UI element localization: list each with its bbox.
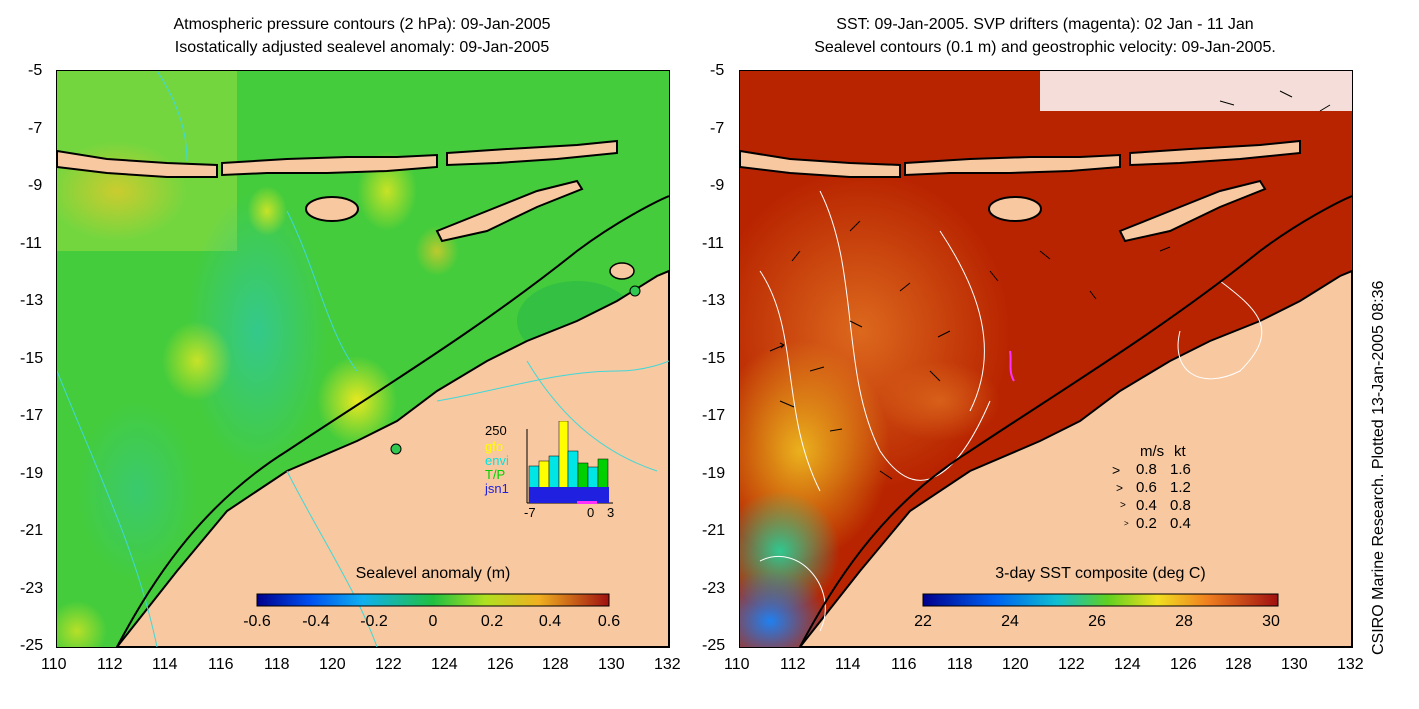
lon-tick: 112 <box>97 656 123 673</box>
lon-tick: 110 <box>41 656 67 673</box>
velocity-key: m/s kt > 0.8 1.6 > 0.6 1.2 > 0.4 0.8 > 0… <box>1112 443 1191 532</box>
lon-tick: 118 <box>264 656 290 673</box>
colorbar-tick: 0.2 <box>480 613 504 630</box>
lat-tick: -5 <box>28 62 43 79</box>
inset-xtick: 3 <box>607 505 615 520</box>
lat-tick: -11 <box>20 235 42 252</box>
right-title-line2: Sealevel contours (0.1 m) and geostrophi… <box>814 39 1276 56</box>
lon-tick: 116 <box>208 656 234 673</box>
lat-tick: -13 <box>20 292 44 309</box>
lat-tick: -17 <box>702 407 726 424</box>
velocity-arrows <box>769 90 1331 480</box>
lon-tick: 114 <box>152 656 178 673</box>
right-title-line1: SST: 09-Jan-2005. SVP drifters (magenta)… <box>836 16 1254 33</box>
lon-tick: 118 <box>947 656 973 673</box>
lat-tick: -9 <box>28 177 43 194</box>
lat-tick: -17 <box>20 407 44 424</box>
inset-xtick: -7 <box>524 505 536 520</box>
colorbar-tick: 28 <box>1175 613 1193 630</box>
lat-tick: -21 <box>702 522 726 539</box>
lon-tick: 114 <box>835 656 861 673</box>
lat-tick: -15 <box>20 350 44 367</box>
colorbar-tick: 0 <box>428 613 438 630</box>
lon-tick: 128 <box>542 656 569 673</box>
right-map-frame <box>739 70 1353 648</box>
inset-legend-tp: T/P <box>485 467 506 482</box>
lon-tick: 132 <box>654 656 681 673</box>
lat-tick: -23 <box>702 580 726 597</box>
lon-tick: 122 <box>1058 656 1085 673</box>
velocity-key-kt: 1.6 <box>1170 461 1191 478</box>
lon-tick: 110 <box>724 656 750 673</box>
lon-tick: 120 <box>1002 656 1029 673</box>
lat-tick: -23 <box>20 580 44 597</box>
lat-tick: -13 <box>702 292 726 309</box>
lon-tick: 112 <box>780 656 806 673</box>
sst-colorbar-label: 3-day SST composite (deg C) <box>995 565 1206 582</box>
colorbar-tick: 0.4 <box>538 613 562 630</box>
credit-text: CSIRO Marine Research. Plotted 13-Jan-20… <box>1370 280 1387 655</box>
colorbar-tick: 24 <box>1001 613 1019 630</box>
lon-tick: 116 <box>891 656 917 673</box>
lat-tick: -9 <box>710 177 725 194</box>
altimeter-inset: 250 gfo envi T/P jsn1 -7 0 3 <box>477 421 617 521</box>
left-title-line2: Isostatically adjusted sealevel anomaly:… <box>174 39 550 56</box>
lon-tick: 130 <box>598 656 625 673</box>
lat-tick: -7 <box>28 120 43 137</box>
inset-ymax-label: 250 <box>485 423 507 438</box>
lat-tick: -25 <box>702 637 726 654</box>
colorbar-tick: -0.6 <box>243 613 271 630</box>
colorbar-tick: 26 <box>1088 613 1106 630</box>
velocity-key-ms: 0.4 <box>1136 497 1157 514</box>
velocity-key-ms-header: m/s <box>1140 443 1165 460</box>
left-title-line1: Atmospheric pressure contours (2 hPa): 0… <box>173 16 551 33</box>
colorbar-tick: 22 <box>914 613 932 630</box>
inset-xtick: 0 <box>587 505 595 520</box>
sst-colorbar-ticks: 22 24 26 28 30 <box>903 613 1303 633</box>
velocity-key-kt: 0.4 <box>1170 515 1191 532</box>
velocity-key-kt: 0.8 <box>1170 497 1191 514</box>
lon-tick: 120 <box>319 656 346 673</box>
lon-tick: 124 <box>1114 656 1141 673</box>
colorbar-tick: 0.6 <box>597 613 621 630</box>
inset-legend-gfo: gfo <box>485 439 504 454</box>
velocity-key-kt: 1.2 <box>1170 479 1191 496</box>
sealevel-anomaly-map: Sealevel anomaly (m) -0.6 -0.4 -0.2 0 0.… <box>57 71 669 647</box>
lat-tick: -15 <box>702 350 726 367</box>
lon-tick: 124 <box>431 656 458 673</box>
lat-tick: -5 <box>710 62 725 79</box>
sst-colorbar <box>922 593 1279 607</box>
colorbar-tick: -0.4 <box>302 613 330 630</box>
velocity-key-ms: 0.2 <box>1136 515 1157 532</box>
lon-tick: 122 <box>375 656 402 673</box>
sealevel-colorbar <box>256 593 610 607</box>
lat-tick: -19 <box>20 465 44 482</box>
velocity-key-kt-header: kt <box>1174 443 1186 460</box>
colorbar-tick: -0.2 <box>360 613 388 630</box>
lon-tick: 132 <box>1337 656 1364 673</box>
lat-tick: -25 <box>20 637 44 654</box>
lon-tick: 128 <box>1225 656 1252 673</box>
lon-tick: 130 <box>1281 656 1308 673</box>
inset-legend-envi: envi <box>485 453 509 468</box>
lat-tick: -21 <box>20 522 44 539</box>
velocity-key-ms: 0.6 <box>1136 479 1157 496</box>
lat-tick: -19 <box>702 465 726 482</box>
lon-tick: 126 <box>487 656 514 673</box>
sst-map: 3-day SST composite (deg C) 22 24 26 28 … <box>740 71 1352 647</box>
lat-tick: -11 <box>702 235 724 252</box>
sealevel-colorbar-ticks: -0.6 -0.4 -0.2 0 0.2 0.4 0.6 <box>229 613 637 633</box>
inset-legend-jsn1: jsn1 <box>485 481 509 496</box>
velocity-key-ms: 0.8 <box>1136 461 1157 478</box>
left-map-frame <box>56 70 670 648</box>
sealevel-colorbar-label: Sealevel anomaly (m) <box>355 565 511 582</box>
lon-tick: 126 <box>1170 656 1197 673</box>
lat-tick: -7 <box>710 120 725 137</box>
colorbar-tick: 30 <box>1262 613 1280 630</box>
